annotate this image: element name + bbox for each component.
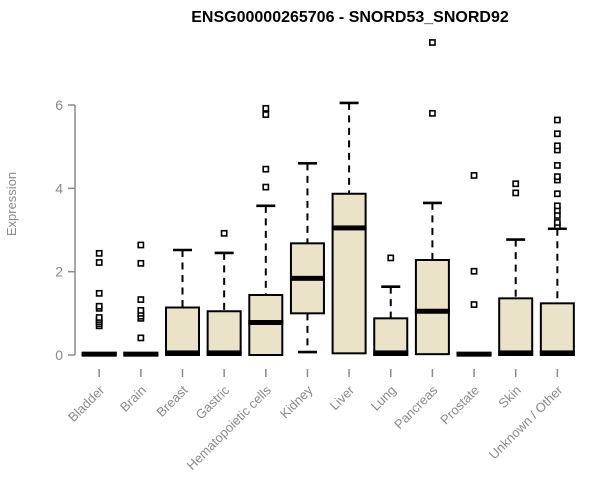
boxplot-breast: Breast: [153, 248, 200, 420]
boxplot-pancreas: Pancreas: [391, 39, 450, 432]
outlier-point-0: [428, 109, 436, 117]
median-line: [456, 351, 492, 357]
x-category-label-breast: Breast: [153, 382, 190, 419]
outlier-point-0: [137, 334, 145, 342]
median-line: [373, 350, 409, 356]
chart-title: ENSG00000265706 - SNORD53_SNORD92: [191, 9, 509, 26]
boxplot-unknown-other: Unknown / Other: [486, 116, 575, 462]
x-category-label-gastric: Gastric: [193, 382, 233, 422]
median-line: [414, 308, 450, 314]
outlier-point-4: [95, 314, 103, 321]
x-category-label-lung: Lung: [368, 383, 399, 414]
iqr-box: [539, 302, 575, 357]
outlier-point-1: [428, 39, 436, 46]
iqr-box: [206, 310, 242, 356]
outlier-point-0: [470, 301, 478, 308]
y-tick-label-2: 2: [55, 264, 63, 280]
median-line: [331, 225, 367, 231]
iqr-box: [165, 306, 200, 356]
outlier-point-1: [262, 165, 270, 173]
x-category-label-bladder: Bladder: [65, 382, 108, 425]
median-line: [289, 275, 325, 281]
boxplot-liver: Liver: [327, 101, 367, 413]
outlier-point-1: [553, 219, 561, 226]
iqr-box: [414, 259, 450, 356]
outlier-point-7: [553, 173, 561, 181]
median-line: [165, 350, 200, 356]
outlier-point-2: [262, 111, 270, 118]
x-category-label-prostate: Prostate: [437, 383, 482, 428]
y-tick-label-4: 4: [55, 180, 63, 196]
outlier-point-6: [95, 302, 103, 310]
iqr-box: [373, 317, 409, 357]
y-tick-label-6: 6: [55, 97, 63, 113]
boxplot-skin: Skin: [495, 180, 534, 411]
outlier-point-5: [553, 190, 561, 198]
iqr-box: [498, 297, 534, 357]
outlier-point-11: [553, 130, 561, 138]
median-line: [539, 350, 575, 356]
outlier-point-0: [512, 189, 520, 197]
outlier-point-8: [95, 259, 103, 266]
median-line: [123, 351, 159, 357]
median-line: [498, 350, 534, 356]
outlier-point-7: [137, 241, 145, 249]
median-line: [206, 350, 242, 356]
x-category-label-brain: Brain: [117, 383, 149, 415]
x-category-label-kidney: Kidney: [277, 382, 316, 421]
median-line: [81, 351, 117, 357]
outlier-point-0: [387, 254, 395, 262]
outlier-point-4: [137, 307, 145, 314]
x-category-label-pancreas: Pancreas: [391, 382, 441, 432]
outlier-point-6: [137, 259, 145, 267]
x-category-label-unknown-other: Unknown / Other: [486, 382, 566, 462]
median-line: [248, 320, 284, 325]
outlier-point-3: [262, 104, 270, 112]
axes-group: 0 2 4 6: [55, 97, 76, 363]
outlier-point-12: [553, 116, 561, 124]
x-category-label-liver: Liver: [327, 382, 358, 413]
x-category-label-skin: Skin: [495, 383, 523, 411]
outlier-point-9: [95, 249, 103, 257]
y-axis-label: Expression: [4, 172, 19, 236]
outlier-point-8: [553, 162, 561, 169]
outlier-point-4: [553, 202, 561, 210]
outlier-point-10: [553, 142, 561, 150]
outlier-point-0: [220, 229, 228, 237]
boxplot-brain: Brain: [117, 241, 159, 415]
boxplot-kidney: Kidney: [277, 162, 325, 421]
boxplot-bladder: Bladder: [65, 249, 117, 425]
outlier-point-1: [512, 180, 520, 188]
outlier-point-2: [470, 172, 478, 179]
y-tick-label-0: 0: [55, 347, 63, 363]
boxplot-lung: Lung: [368, 254, 409, 414]
outlier-point-1: [470, 267, 478, 275]
iqr-box: [331, 192, 367, 355]
outlier-point-5: [137, 296, 145, 303]
outlier-point-7: [95, 289, 103, 297]
outlier-point-0: [262, 183, 270, 191]
